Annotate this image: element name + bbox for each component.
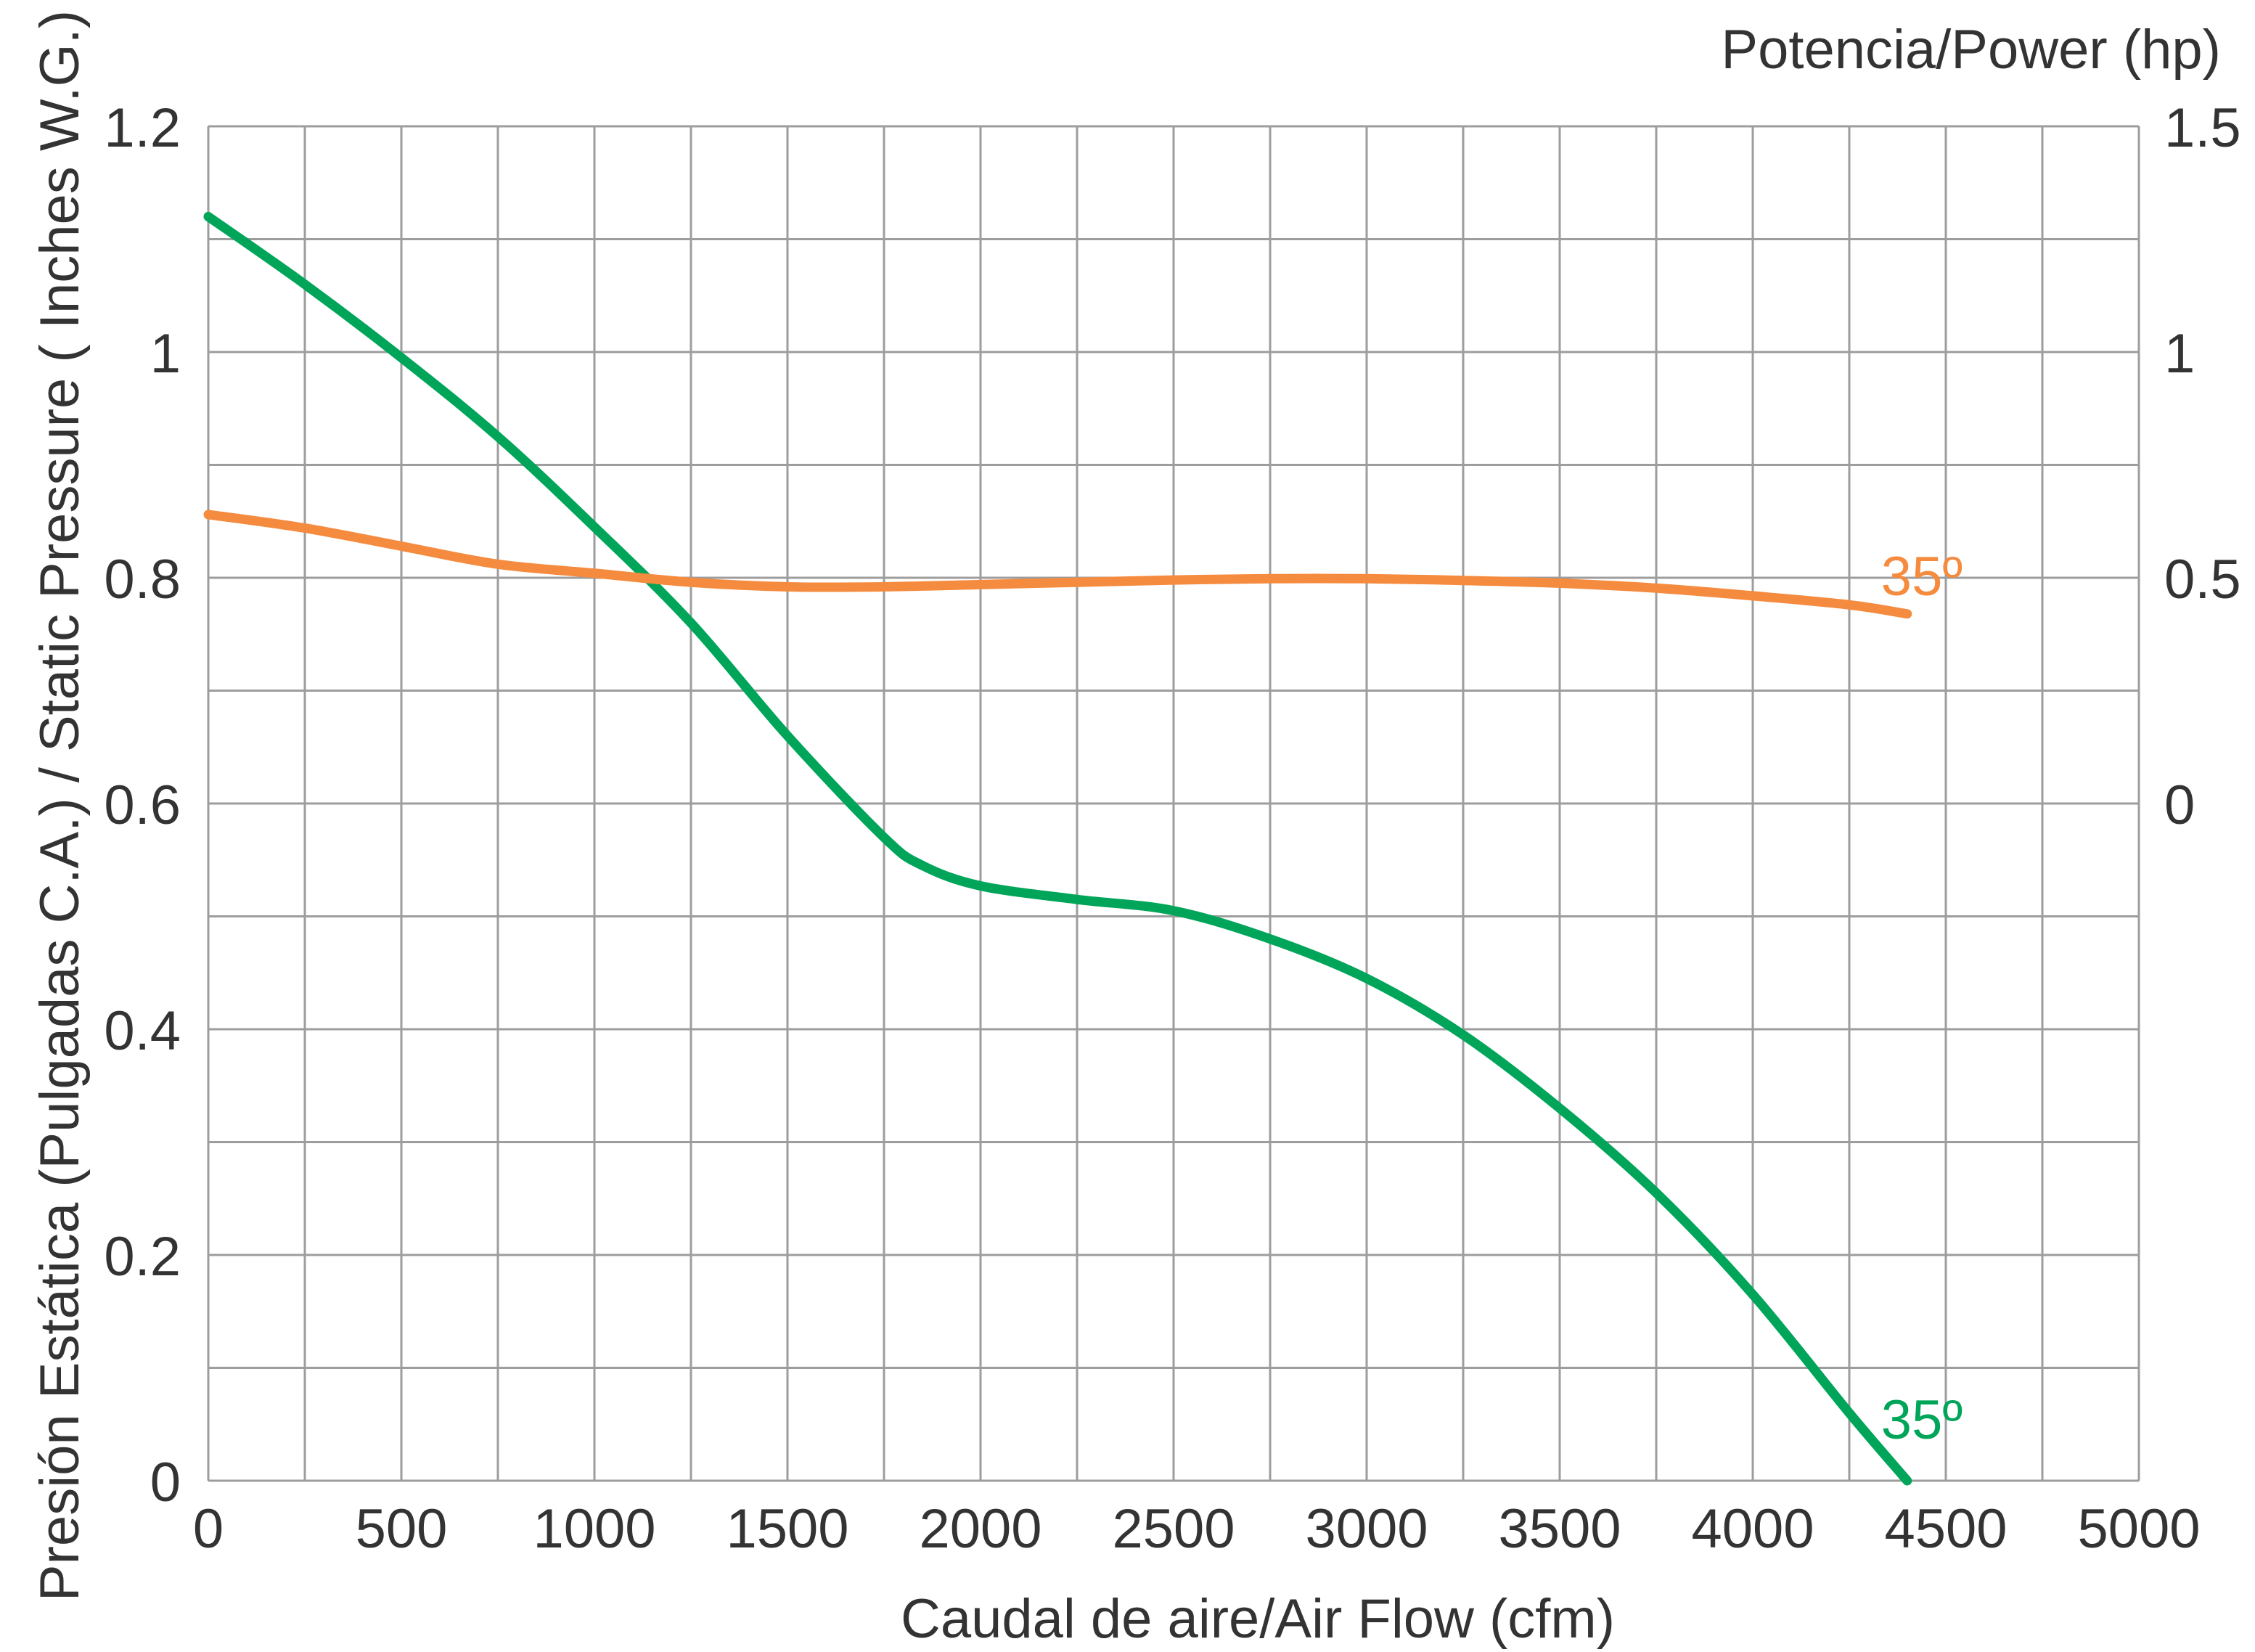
left-y-tick-label: 0.8 bbox=[104, 549, 181, 610]
left-y-tick-label: 0.4 bbox=[104, 1000, 181, 1062]
right-y-tick-label: 0 bbox=[2164, 774, 2195, 836]
x-tick-label: 1500 bbox=[726, 1498, 848, 1560]
left-y-tick-label: 1 bbox=[150, 323, 181, 385]
x-tick-label: 3500 bbox=[1498, 1498, 1621, 1560]
x-tick-label: 2000 bbox=[919, 1498, 1041, 1560]
right-y-tick-label: 0.5 bbox=[2164, 549, 2241, 610]
chart-series bbox=[203, 211, 1912, 1486]
chart-series-labels: 35º 35º bbox=[1881, 546, 1963, 1451]
chart-grid bbox=[207, 125, 2140, 1482]
x-tick-label: 4500 bbox=[1884, 1498, 2007, 1560]
left-y-tick-label: 0.6 bbox=[104, 774, 181, 836]
x-tick-label: 4000 bbox=[1691, 1498, 1814, 1560]
x-axis-title: Caudal de aire/Air Flow (cfm) bbox=[901, 1588, 1615, 1650]
x-tick-label: 1000 bbox=[533, 1498, 655, 1560]
chart-axis-labels: Caudal de aire/Air Flow (cfm) Potencia/P… bbox=[29, 10, 2221, 1650]
right-y-axis-title: Potencia/Power (hp) bbox=[1721, 19, 2221, 81]
left-y-tick-label: 1.2 bbox=[104, 97, 181, 159]
left-y-tick-label: 0 bbox=[150, 1452, 181, 1513]
left-y-tick-label: 0.2 bbox=[104, 1226, 181, 1288]
x-tick-label: 3000 bbox=[1305, 1498, 1428, 1560]
x-tick-label: 2500 bbox=[1112, 1498, 1235, 1560]
pressure-curve-label: 35º bbox=[1881, 1389, 1963, 1451]
right-y-tick-label: 1 bbox=[2164, 323, 2195, 385]
x-tick-label: 0 bbox=[193, 1498, 224, 1560]
x-tick-label: 5000 bbox=[2077, 1498, 2200, 1560]
left-y-axis-title: Presión Estática (Pulgadas C.A.) / Stati… bbox=[29, 10, 91, 1601]
right-y-tick-label: 1.5 bbox=[2164, 97, 2241, 159]
x-tick-label: 500 bbox=[356, 1498, 448, 1560]
power-curve bbox=[203, 510, 1912, 619]
power-curve-label: 35º bbox=[1881, 546, 1963, 608]
chart-tick-labels: 0 500 1000 1500 2000 2500 3000 3500 4000 4500 5000… bbox=[104, 97, 2240, 1560]
pressure-curve bbox=[203, 211, 1912, 1486]
